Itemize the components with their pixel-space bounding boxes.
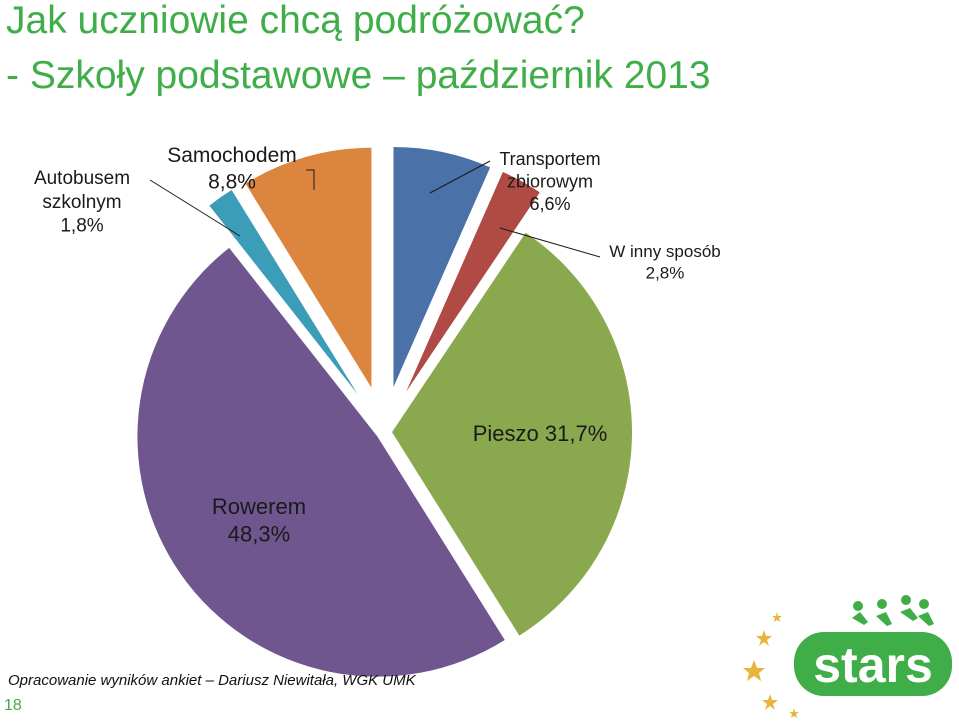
slice-label-school-bus: Autobusem szkolnym 1,8%	[34, 168, 130, 237]
slice-label-walking: Pieszo 31,7%	[473, 421, 608, 446]
slice-label-other: W inny sposób 2,8%	[609, 242, 721, 282]
chart-title-line-1: Jak uczniowie chcą podróżować?	[6, 0, 585, 42]
slice-label-car: Samochodem 8,8%	[167, 144, 297, 193]
slice-labels: Transportem zbiorowym 6,6%W inny sposób 2,8…	[34, 144, 721, 547]
pie-slice-school-bus	[209, 190, 358, 395]
pie-slice-bicycle	[137, 247, 505, 677]
stars-logo: stars	[743, 595, 952, 718]
leader-line-school-bus	[149, 179, 241, 237]
leader-line-other	[499, 227, 601, 258]
pie-slices	[137, 146, 632, 677]
slice-label-transit: Transportem zbiorowym 6,6%	[499, 149, 600, 214]
leader-lines	[149, 160, 601, 258]
pie-slice-walking	[391, 232, 632, 636]
pie-slice-transit	[393, 146, 491, 387]
logo-activity-icons	[852, 595, 934, 626]
page-number: 18	[4, 697, 22, 714]
leader-line-transit	[429, 160, 491, 194]
logo-stars-decoration	[743, 612, 799, 718]
slice-label-bicycle: Rowerem 48,3%	[212, 494, 306, 547]
chart-title-line-2: - Szkoły podstawowe – październik 2013	[6, 54, 711, 97]
pie-slice-car	[245, 147, 372, 388]
logo-badge	[794, 632, 952, 696]
footer-credit: Opracowanie wyników ankiet – Dariusz Nie…	[8, 672, 416, 689]
logo-text: stars	[813, 637, 933, 693]
pie-slice-other	[406, 172, 540, 392]
leader-line-car	[306, 169, 315, 190]
